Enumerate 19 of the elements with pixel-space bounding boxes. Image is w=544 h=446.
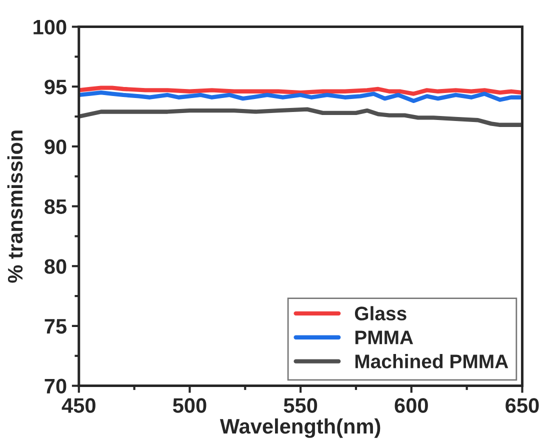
- x-axis-title: Wavelength(nm): [220, 418, 380, 438]
- x-tick-label: 650: [506, 398, 539, 413]
- y-tick-label: 80: [44, 259, 66, 274]
- y-tick-label: 90: [44, 139, 66, 154]
- y-tick-label: 95: [44, 80, 66, 94]
- line-series: [78, 90, 522, 104]
- legend-label: Glass: [354, 306, 406, 320]
- y-tick-label: 70: [44, 378, 66, 394]
- line-series: [78, 107, 522, 127]
- x-tick-label: 450: [62, 398, 96, 413]
- legend-label: PMMA: [355, 330, 414, 344]
- y-tick-label: 100: [34, 20, 66, 35]
- x-tick-label: 550: [284, 398, 318, 413]
- y-tick-label: 85: [44, 199, 66, 214]
- x-tick-label: 500: [172, 398, 206, 413]
- x-tick-label: 600: [394, 398, 428, 413]
- y-tick-label: 75: [44, 319, 66, 334]
- y-axis-title: % transmission: [7, 130, 23, 283]
- legend-label: Machined PMMA: [355, 354, 508, 368]
